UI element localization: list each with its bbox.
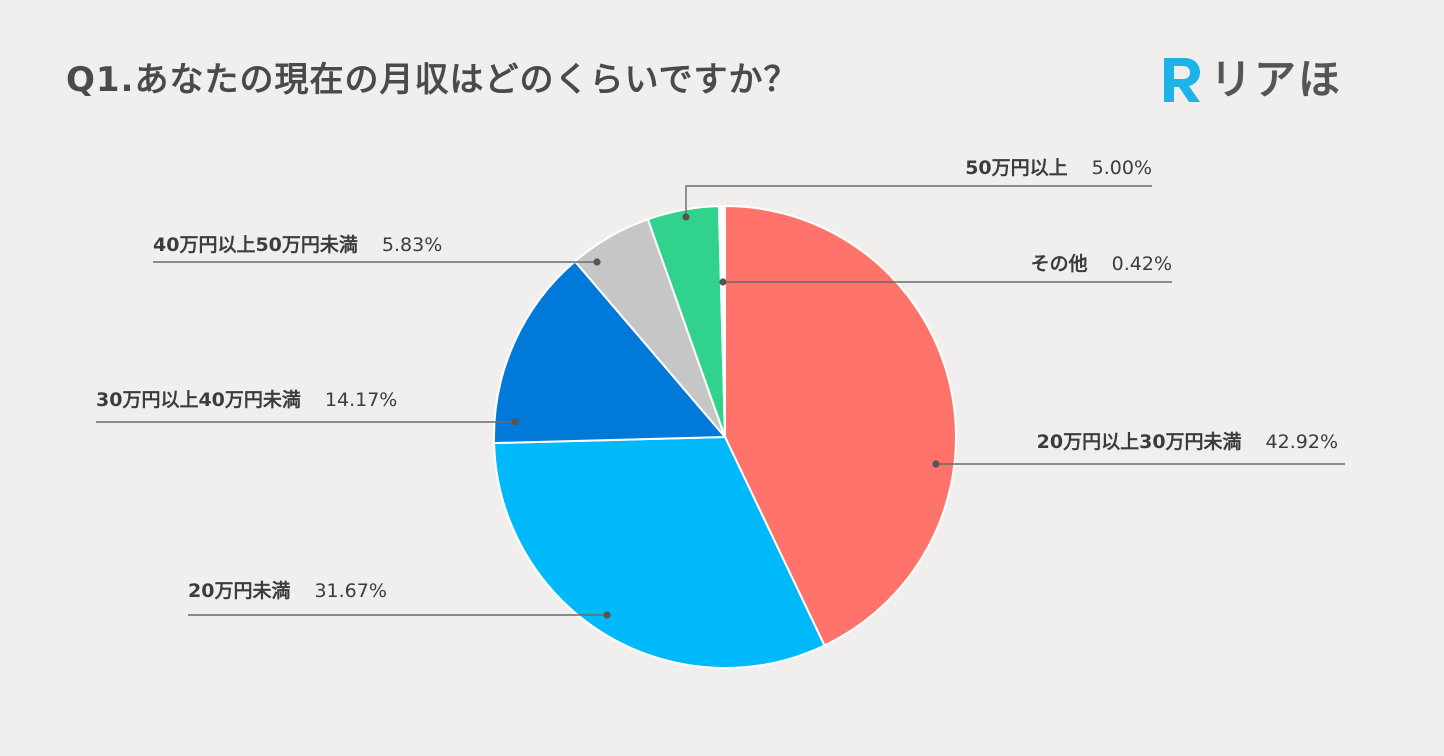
pie-slice [493,435,826,669]
slice-label: 40万円以上50万円未満 5.83% [153,233,442,256]
slice-name: 50万円以上 [965,157,1067,179]
slice-label: 50万円以上 5.00% [965,157,1152,179]
slice-value: 5.83% [382,234,442,256]
slice-value: 14.17% [325,389,397,411]
leader-dot [682,213,690,221]
logo-r-icon [1164,58,1200,102]
slice-name: 20万円以上30万円未満 [1037,430,1242,453]
logo-text: リアほ [1210,55,1343,104]
slice-label: 30万円以上40万円未満 14.17% [96,388,397,411]
slice-label: その他 0.42% [1031,252,1172,275]
slice-name: その他 [1031,252,1088,275]
leader-dot [719,278,727,286]
leader-dot [593,258,601,266]
slice-name: 40万円以上50万円未満 [153,233,358,256]
slice-label: 20万円未満 31.67% [188,579,387,602]
leader-line [685,185,1152,217]
leader-dot [511,418,519,426]
pie-slice [717,204,726,438]
pie-slice [493,259,728,445]
pie-slice [724,204,957,647]
slice-value: 31.67% [314,580,386,602]
leader-dot [932,460,940,468]
page-title: Q1.あなたの現在の月収はどのくらいですか？ [66,60,799,100]
slice-value: 0.42% [1112,253,1172,275]
brand-logo: リアほ [1158,52,1342,108]
leader-dot [603,611,611,619]
slice-value: 5.00% [1092,157,1152,179]
slice-name: 20万円未満 [188,579,290,602]
slice-label: 20万円以上30万円未満 42.92% [1037,430,1338,453]
slice-value: 42.92% [1266,431,1338,453]
slice-name: 30万円以上40万円未満 [96,388,301,411]
